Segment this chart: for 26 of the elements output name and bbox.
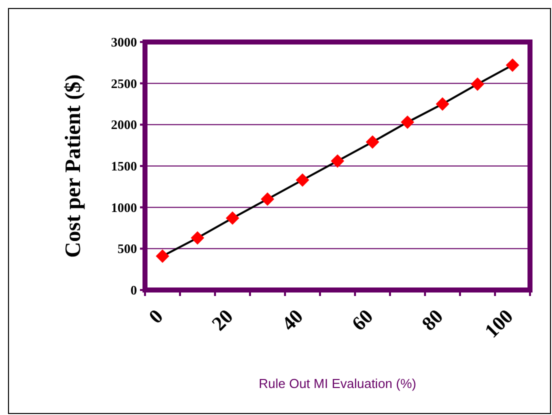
x-tick-label: 20 [208, 306, 238, 336]
point [226, 212, 239, 225]
x-tick-label: 40 [278, 306, 308, 336]
point [366, 136, 379, 149]
y-tick-label: 3000 [111, 34, 137, 50]
x-tick-label: 80 [418, 306, 448, 336]
x-axis-title: Rule Out MI Evaluation (%) [258, 376, 416, 391]
y-tick-label: 2000 [111, 117, 137, 132]
y-tick-label: 1000 [111, 200, 137, 215]
point [156, 250, 169, 263]
x-tick-label: 100 [480, 306, 518, 342]
y-axis-title: Cost per Patient ($) [60, 74, 85, 258]
point [296, 174, 309, 187]
point [191, 231, 204, 244]
point [401, 116, 414, 129]
y-tick-label: 1500 [111, 158, 137, 174]
y-tick-label: 2500 [111, 76, 137, 91]
point [331, 154, 344, 168]
x-tick-label: 60 [348, 306, 378, 336]
point [261, 192, 274, 206]
y-tick-label: 0 [130, 282, 137, 298]
y-tick-label: 500 [118, 241, 137, 256]
point [436, 98, 449, 110]
x-tick-label: 0 [145, 306, 168, 328]
point [506, 58, 519, 72]
point [471, 78, 484, 91]
